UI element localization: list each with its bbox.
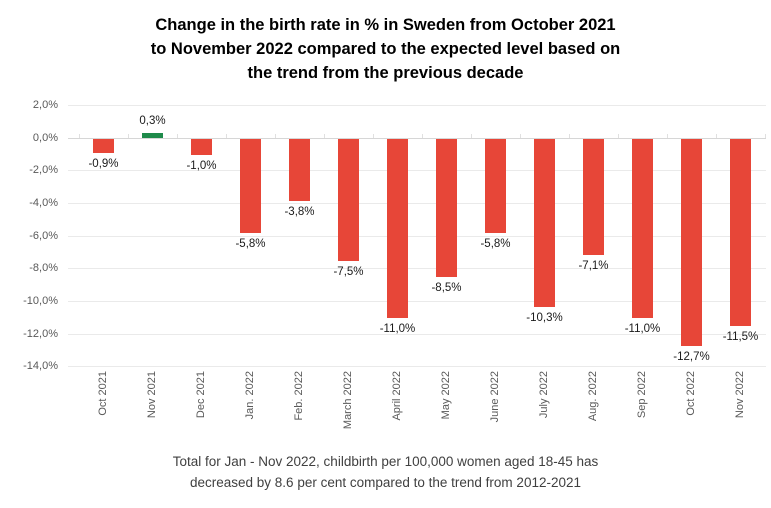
x-axis-category-label: Feb. 2022 xyxy=(293,371,305,421)
y-axis-tick-label: -14,0% xyxy=(23,360,58,373)
x-axis-tick xyxy=(324,133,325,138)
bar-value-label: -5,8% xyxy=(480,238,511,251)
x-axis-category-label: Nov 2021 xyxy=(146,371,158,419)
y-axis-tick-label: -8,0% xyxy=(29,262,58,275)
gridline xyxy=(68,300,766,302)
gridline xyxy=(68,235,766,237)
x-axis-tick xyxy=(373,133,374,138)
x-axis-category-label: Aug. 2022 xyxy=(587,371,599,422)
chart-title-line-2: to November 2022 compared to the expecte… xyxy=(150,40,621,58)
x-axis-category-label: Sep 2022 xyxy=(636,371,648,419)
bar-oct-2022 xyxy=(681,138,702,346)
x-axis-category-label: Oct 2021 xyxy=(97,371,109,416)
gridline xyxy=(68,333,766,335)
chart-title: Change in the birth rate in % in Sweden … xyxy=(0,13,771,85)
bar-value-label: 0,3% xyxy=(139,114,166,127)
y-axis-tick-label: -2,0% xyxy=(29,164,58,177)
x-axis-category-label: July 2022 xyxy=(538,371,550,419)
bar-value-label: -7,1% xyxy=(578,259,609,272)
bar-value-label: -11,0% xyxy=(379,323,416,336)
bar-value-label: -11,5% xyxy=(722,331,759,344)
chart-title-line-1: Change in the birth rate in % in Sweden … xyxy=(155,16,616,34)
bar-value-label: -12,7% xyxy=(673,350,710,363)
bar-jan-2022 xyxy=(240,138,261,234)
x-axis-tick xyxy=(177,133,178,138)
x-axis-tick xyxy=(128,133,129,138)
x-axis-tick xyxy=(569,133,570,138)
x-axis-category-label: March 2022 xyxy=(342,371,354,430)
x-axis-category-label: Nov 2022 xyxy=(734,371,746,419)
x-axis-tick xyxy=(716,133,717,138)
gridline xyxy=(68,268,766,270)
x-axis-tick xyxy=(765,133,766,138)
y-axis-tick-label: -12,0% xyxy=(23,327,58,340)
gridline xyxy=(68,366,766,368)
x-axis-tick xyxy=(79,133,80,138)
bar-nov-2021 xyxy=(142,132,163,138)
gridline xyxy=(68,170,766,172)
bar-value-label: -5,8% xyxy=(235,238,266,251)
bar-march-2022 xyxy=(338,138,359,262)
chart-title-line-3: the trend from the previous decade xyxy=(247,64,524,82)
bar-value-label: -8,5% xyxy=(431,282,462,295)
x-axis-tick xyxy=(275,133,276,138)
bar-value-label: -1,0% xyxy=(186,160,217,173)
x-axis-category-label: Jan. 2022 xyxy=(244,371,256,420)
bar-april-2022 xyxy=(387,138,408,319)
bar-may-2022 xyxy=(436,138,457,278)
chart-caption: Total for Jan - Nov 2022, childbirth per… xyxy=(0,451,771,493)
x-axis-tick xyxy=(667,133,668,138)
x-axis-tick xyxy=(226,133,227,138)
bar-sep-2022 xyxy=(632,138,653,319)
bar-value-label: -10,3% xyxy=(526,311,563,324)
bar-june-2022 xyxy=(485,138,506,234)
bar-oct-2021 xyxy=(93,138,114,154)
y-axis-tick-label: -10,0% xyxy=(23,294,58,307)
gridline xyxy=(68,202,766,204)
bar-dec-2021 xyxy=(191,138,212,155)
zero-axis-line xyxy=(68,137,766,139)
x-axis-tick xyxy=(618,133,619,138)
bar-nov-2022 xyxy=(730,138,751,327)
x-axis-tick xyxy=(520,133,521,138)
y-axis-tick-label: -4,0% xyxy=(29,196,58,209)
bar-value-label: -0,9% xyxy=(88,158,119,171)
x-axis-tick xyxy=(422,133,423,138)
bar-feb-2022 xyxy=(289,138,310,201)
x-axis-category-label: Oct 2022 xyxy=(685,371,697,416)
x-axis-category-label: June 2022 xyxy=(489,371,501,423)
y-axis-tick-label: 0,0% xyxy=(32,131,58,144)
bar-value-label: -11,0% xyxy=(624,323,661,336)
x-axis-tick xyxy=(471,133,472,138)
chart-caption-line-2: decreased by 8.6 per cent compared to th… xyxy=(190,475,581,490)
bar-aug-2022 xyxy=(583,138,604,255)
bar-july-2022 xyxy=(534,138,555,307)
y-axis-tick-label: -6,0% xyxy=(29,229,58,242)
y-axis-tick-label: 2,0% xyxy=(32,99,58,112)
x-axis-category-label: May 2022 xyxy=(440,371,452,420)
gridline xyxy=(68,105,766,107)
x-axis-category-label: Dec 2021 xyxy=(195,371,207,419)
x-axis-category-label: April 2022 xyxy=(391,371,403,421)
bar-value-label: -7,5% xyxy=(333,266,364,279)
bar-value-label: -3,8% xyxy=(284,205,315,218)
chart-caption-line-1: Total for Jan - Nov 2022, childbirth per… xyxy=(172,454,599,469)
